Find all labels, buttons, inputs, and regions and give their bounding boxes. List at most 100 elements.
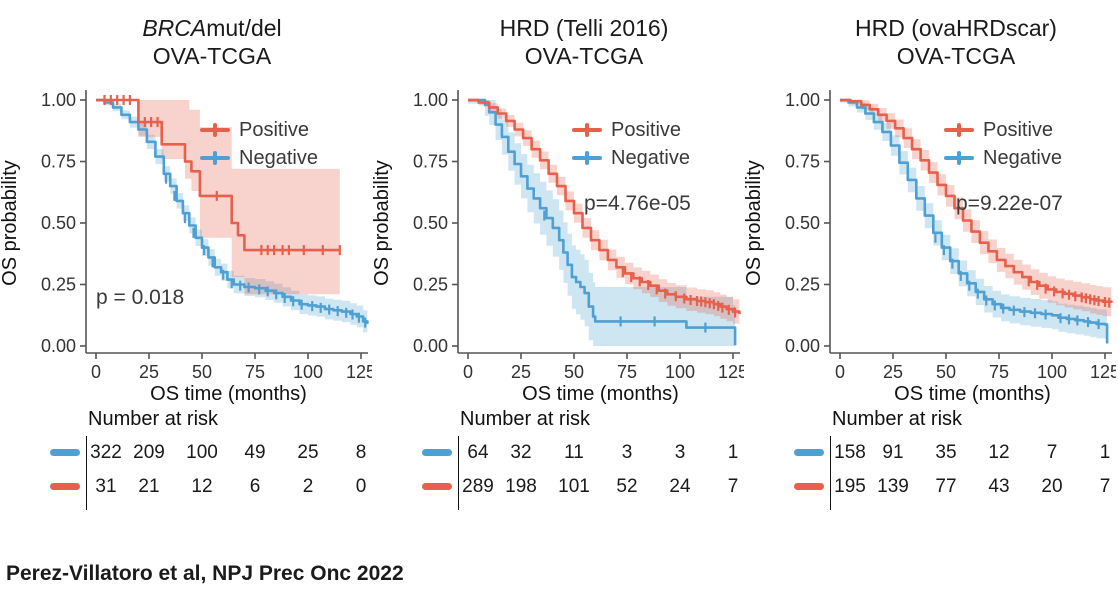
x-tick-label: 0 [463,362,473,382]
risk-table-header: Number at risk [460,408,591,430]
risk-count: 101 [558,476,590,497]
legend-label-negative: Negative [983,146,1062,169]
risk-count: 64 [467,442,489,463]
risk-marker-negative-icon [50,449,80,456]
panel-title-line1: BRCAmut/del [142,15,281,41]
legend-item-positive: Positive [572,116,690,144]
panel-subtitle: OVA-TCGA [896,43,1016,69]
y-tick-label: 1.00 [413,90,448,110]
risk-row-positive: 31 21 12 6 2 0 [0,474,372,500]
risk-count: 7 [1099,476,1111,497]
y-tick-label: 0.25 [41,275,76,295]
y-axis-label: OS probability [0,160,21,286]
risk-count: 1 [1099,442,1111,463]
risk-count: 198 [505,476,537,497]
risk-row-negative: 158 91 35 12 7 1 [744,440,1116,466]
risk-row-positive: 289 198 101 52 24 7 [372,474,744,500]
survival-curve-negative [468,98,737,346]
risk-count: 7 [1046,442,1058,463]
y-tick-label: 0.75 [785,152,820,172]
legend-label-negative: Negative [239,146,318,169]
risk-marker-positive-icon [422,483,452,490]
legend: Positive Negative [944,116,1062,172]
risk-count: 32 [510,442,532,463]
risk-count: 49 [244,442,266,463]
legend-item-negative: Negative [944,144,1062,172]
x-tick-label: 25 [883,362,903,382]
x-axis-label: OS time (months) [150,383,307,404]
panel-title-line1: HRD (Telli 2016) [500,15,669,41]
panel-title: HRD (ovaHRDscar) OVA-TCGA [744,8,1116,74]
risk-count: 139 [877,476,909,497]
panel-subtitle: OVA-TCGA [152,43,272,69]
panel-title: BRCAmut/del OVA-TCGA [0,8,372,74]
panel-title-line1: HRD (ovaHRDscar) [855,15,1057,41]
risk-marker-positive-icon [50,483,80,490]
plus-cross [585,123,589,137]
risk-table-header: Number at risk [88,408,219,430]
risk-table-header: Number at risk [832,408,963,430]
panel-subtitle: OVA-TCGA [524,43,644,69]
x-tick-label: 75 [245,362,265,382]
confidence-band-positive [840,100,1112,318]
risk-count: 25 [297,442,319,463]
risk-count: 52 [616,476,638,497]
risk-count: 31 [95,476,117,497]
risk-count: 12 [988,442,1010,463]
km-panel-telli: HRD (Telli 2016) OVA-TCGA 0.00 0.25 0.50 0.… [371,8,748,516]
panel-title: HRD (Telli 2016) OVA-TCGA [372,8,744,74]
risk-count: 1 [727,442,739,463]
y-axis-label: OS probability [744,160,765,286]
risk-count: 0 [355,476,367,497]
y-tick-label: 0.00 [41,336,76,356]
risk-count: 21 [138,476,160,497]
legend-marker-negative-icon [572,151,602,165]
x-tick-label: 0 [835,362,845,382]
p-value: p=9.22e-07 [956,192,1063,215]
risk-count: 3 [674,442,686,463]
km-plot-svg: 0.00 0.25 0.50 0.75 1.00 0 25 50 75 100 125 OS time… [0,90,376,405]
x-tick-label: 100 [293,362,323,382]
x-tick-label: 50 [564,362,584,382]
risk-count: 322 [90,442,122,463]
y-tick-label: 1.00 [41,90,76,110]
risk-count: 11 [564,442,584,463]
x-tick-label: 50 [936,362,956,382]
y-tick-label: 0.75 [41,152,76,172]
km-plot: 0.00 0.25 0.50 0.75 1.00 0 25 50 75 100 125 OS time… [743,74,1118,405]
risk-count: 3 [621,442,633,463]
risk-count: 195 [834,476,866,497]
figure-citation: Perez-Villatoro et al, NPJ Prec Onc 2022 [6,562,404,585]
panels-row: BRCAmut/del OVA-TCGA 0.00 0.25 0.50 0.75 1.0… [0,8,1118,516]
plus-cross [957,123,961,137]
plus-cross [585,151,589,165]
y-tick-label: 0.00 [413,336,448,356]
x-tick-label: 25 [139,362,159,382]
plus-cross [213,151,217,165]
legend-marker-positive-icon [200,123,230,137]
p-value: p=4.76e-05 [584,192,691,215]
risk-count: 24 [669,476,691,497]
km-plot: 0.00 0.25 0.50 0.75 1.00 0 25 50 75 100 125 OS time… [0,74,376,405]
risk-row-negative: 322 209 100 49 25 8 [0,440,372,466]
plus-cross [957,151,961,165]
risk-count: 8 [355,442,367,463]
x-tick-label: 25 [511,362,531,382]
panel-title-rest: mut/del [206,15,282,41]
legend-item-negative: Negative [572,144,690,172]
x-tick-label: 100 [665,362,695,382]
risk-count: 91 [882,442,904,463]
y-tick-label: 0.50 [41,213,76,233]
confidence-band-positive [468,100,740,327]
risk-count: 100 [186,442,218,463]
y-tick-label: 0.75 [413,152,448,172]
risk-marker-negative-icon [794,449,824,456]
risk-marker-positive-icon [794,483,824,490]
y-tick-label: 1.00 [785,90,820,110]
risk-count: 7 [727,476,739,497]
km-plot-svg: 0.00 0.25 0.50 0.75 1.00 0 25 50 75 100 125 OS time… [743,90,1118,405]
x-axis-label: OS time (months) [894,383,1051,404]
risk-axis-line [830,436,831,510]
km-plot: 0.00 0.25 0.50 0.75 1.00 0 25 50 75 100 125 OS time… [371,74,748,405]
